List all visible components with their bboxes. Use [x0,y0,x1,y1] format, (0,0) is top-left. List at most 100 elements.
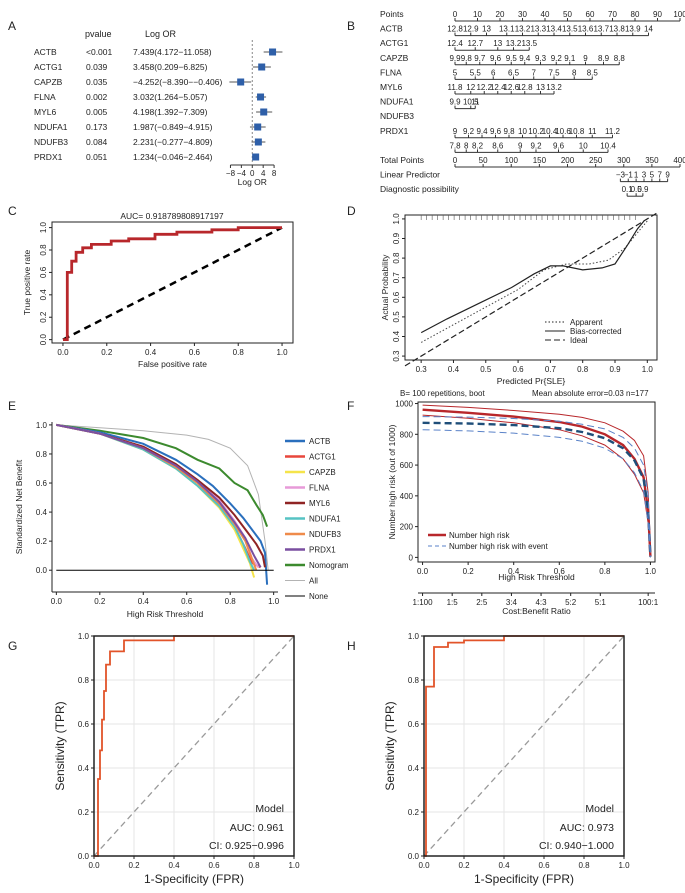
nomogram-row-label: FLNA [380,67,402,77]
nomogram-tick-label: 9.6 [490,54,502,63]
roc-curve [94,635,294,857]
estimate-marker [260,108,268,116]
nomogram-tick-label: 8.5 [587,68,599,77]
roc-panel-h: 0.0 0.2 0.4 0.6 0.8 1.0 0.0 0.2 0.4 0.6 0.8 1.0 1-Sp… [383,632,630,886]
y-tick-label: 0.6 [392,291,401,303]
legend-label: None [309,592,329,601]
series-line [422,416,651,555]
nomogram-tick-label: 0 [453,156,458,165]
x-tick-label: 0.6 [208,861,220,870]
row-gene-label: CAPZB [34,77,63,87]
clinical-impact-panel-f: 0.0 0.2 0.4 0.6 0.8 1.0 0 200 400 600 800 1000 High … [387,400,659,616]
auc-text: AUC: 0.973 [560,822,614,834]
legend-label: NDUFB3 [309,530,342,539]
nomogram-row-label: Total Points [380,155,424,165]
y-axis-label: Number high risk (out of 1000) [387,424,397,539]
x-tick-label: 0.6 [181,597,193,606]
y-tick-label: 0.4 [36,508,48,517]
nomogram-tick-label: 8.2 [472,141,484,150]
x-tick-label: 0 [250,169,255,178]
nomogram-tick-label: 12.4 [490,83,506,92]
nomogram-tick-label: 10.8 [569,127,585,136]
panel-label-D: D [347,204,356,218]
nomogram-tick-label: 100 [505,156,519,165]
nomogram-tick-label: 12 [466,83,475,92]
ci-text: CI: 0.940−1.000 [539,840,614,852]
x-tick-label: 0.6 [513,365,525,374]
nomogram-row-label: Diagnostic possibility [380,184,460,194]
legend-label: MYL6 [309,499,330,508]
x-tick-label: 0.8 [225,597,237,606]
estimate-marker [237,78,245,86]
nomogram-tick-label: 3 [642,171,647,180]
nomogram-tick-label: 9.8 [461,54,473,63]
y-tick-label: 800 [400,430,414,439]
nomogram-row-label: Points [380,9,404,19]
row-pvalue: 0.173 [86,122,108,132]
nomogram-tick-label: 9.6 [553,141,565,150]
legend-label: Ideal [570,336,588,345]
nomogram-tick-label: 40 [541,10,550,19]
x-tick-label: 0.8 [248,861,260,870]
nomogram-tick-label: 12.9 [463,25,479,34]
nomogram-tick-label: 11 [471,98,480,107]
nomogram-tick-label: 350 [645,156,659,165]
x-tick-label: 0.4 [448,365,460,374]
legend-label: NDUFA1 [309,515,341,524]
y-tick-label: 0.8 [78,676,90,685]
forest-plot: pvalue Log OR ACTB <0.001 7.439(4.172−11.058… [34,29,283,187]
plot-frame [51,221,294,344]
calibration-panel-d: 0.3 0.4 0.5 0.6 0.7 0.8 0.9 1.0 0.3 0.4 0.5 0.6 0.7 0… [380,212,658,398]
nomogram-tick-label: 7.8 [449,141,461,150]
nomogram-tick-label: 90 [653,10,662,19]
nomogram-tick-label: 9 [665,171,670,180]
roc-panel-g: 0.0 0.2 0.4 0.6 0.8 1.0 0.0 0.2 0.4 0.6 0.8 1.0 1-Sp… [53,632,300,886]
nomogram-tick-label: 10.4 [600,141,616,150]
row-gene-label: ACTB [34,47,57,57]
nomogram-tick-label: 0.1 [622,185,634,194]
y-tick-label: 0.8 [39,244,48,256]
series-line-nomogram [56,423,269,527]
cb-tick-label: 2:5 [476,598,488,607]
x-tick-label: 0.2 [128,861,140,870]
nomogram-tick-label: 9.6 [490,127,502,136]
x-tick-label: 0.0 [57,348,69,357]
auc-text: AUC: 0.961 [230,822,284,834]
nomogram-tick-label: 9.8 [503,127,515,136]
x-axis-label: False positive rate [138,359,207,369]
x-tick-label: 1.0 [288,861,300,870]
y-tick-label: 1.0 [392,213,401,225]
nomogram-tick-label: 13.3 [530,25,546,34]
y-tick-label: 400 [400,492,414,501]
y-axis-label: Standardized Net Benefit [14,459,24,554]
legend-title: Model [255,803,284,815]
roc-panel-c: 0.0 0.2 0.4 0.6 0.8 1.0 0.0 0.2 0.4 0.6 0.8 1.0 Fals… [22,211,294,369]
x-tick-label: 1.0 [642,365,654,374]
nomogram-tick-label: 13.6 [578,25,594,34]
series-line-capzb [56,423,256,578]
y-tick-label: 0.6 [408,720,420,729]
plot-frame [417,401,656,563]
cb-tick-label: 100:1 [638,598,659,607]
y-tick-label: 0.6 [78,720,90,729]
nomogram-tick-label: 8.9 [598,54,610,63]
panel-label-H: H [347,639,356,653]
nomogram-row-label: CAPZB [380,53,409,63]
estimate-marker [258,63,266,71]
nomogram-row-label: NDUFA1 [380,97,414,107]
row-pvalue: 0.002 [86,92,108,102]
row-pvalue: <0.001 [86,47,113,57]
legend-label: PRDX1 [309,546,336,555]
chart-title: AUC= 0.918789808917197 [120,211,224,221]
y-tick-label: 0.0 [39,334,48,346]
nomogram-tick-label: −3 [616,171,626,180]
ci-text: CI: 0.925−0.996 [209,840,284,852]
footer-left: B= 100 repetitions, boot [400,389,486,398]
legend-label: Apparent [570,318,603,327]
nomogram-tick-label: 6.5 [508,68,520,77]
y-tick-label: 0.0 [408,852,420,861]
diagonal-reference [62,226,283,341]
nomogram-tick-label: 14 [644,25,653,34]
nomogram-tick-label: 50 [479,156,488,165]
